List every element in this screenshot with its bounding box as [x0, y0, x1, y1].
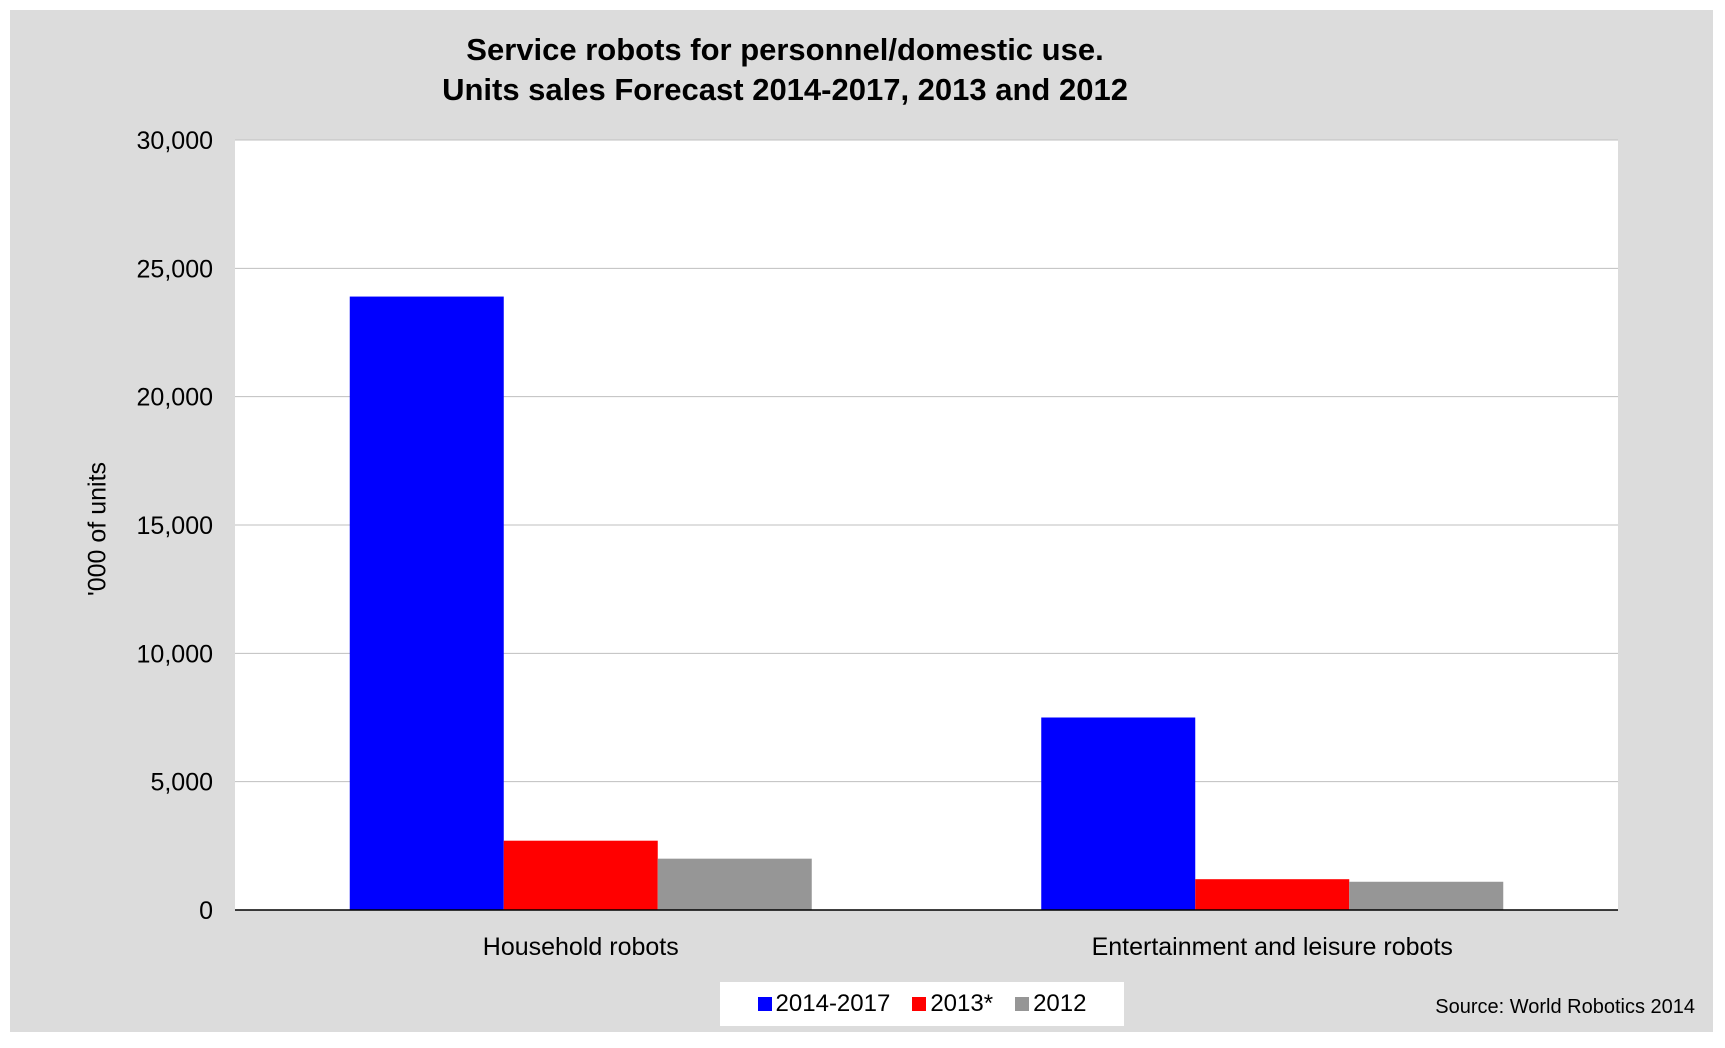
chart-title: Service robots for personnel/domestic us… [0, 30, 1570, 110]
bar [349, 296, 504, 911]
legend-item-2013: 2013* [912, 990, 993, 1018]
x-tick-label: Entertainment and leisure robots [1092, 933, 1453, 961]
legend-label-2012: 2012 [1033, 990, 1087, 1017]
bar [503, 840, 658, 910]
y-tick-label: 10,000 [137, 640, 213, 668]
y-tick-label: 20,000 [137, 384, 213, 412]
chart-title-line-1: Service robots for personnel/domestic us… [466, 32, 1104, 67]
bars [349, 296, 1504, 911]
legend-swatch-2012 [1015, 997, 1030, 1011]
source-note: Source: World Robotics 2014 [1435, 996, 1695, 1018]
bar [1195, 879, 1350, 910]
legend-item-2012: 2012 [1015, 990, 1086, 1018]
x-tick-label: Household robots [483, 933, 679, 961]
legend-item-2014-2017: 2014-2017 [757, 990, 891, 1018]
y-tick-label: 0 [199, 897, 213, 925]
bar [657, 858, 812, 910]
y-tick-labels: 0 5,000 10,000 15,000 20,000 25,000 30,000 [137, 127, 213, 925]
legend-swatch-2014-2017 [757, 997, 772, 1011]
y-tick-label: 15,000 [137, 512, 213, 540]
chart-title-line-2: Units sales Forecast 2014-2017, 2013 and… [442, 72, 1128, 107]
y-tick-label: 5,000 [150, 769, 213, 797]
y-axis-label: '000 of units [83, 461, 112, 597]
x-tick-labels: Household robots Entertainment and leisur… [483, 933, 1453, 961]
bar [1349, 881, 1504, 910]
legend: 2014-2017 2013* 2012 [720, 982, 1124, 1026]
y-tick-label: 30,000 [137, 127, 213, 155]
bar [1041, 717, 1196, 910]
y-tick-label: 25,000 [137, 255, 213, 283]
legend-label-2014-2017: 2014-2017 [775, 990, 891, 1017]
legend-label-2013: 2013* [930, 990, 994, 1017]
legend-swatch-2013 [912, 997, 927, 1011]
